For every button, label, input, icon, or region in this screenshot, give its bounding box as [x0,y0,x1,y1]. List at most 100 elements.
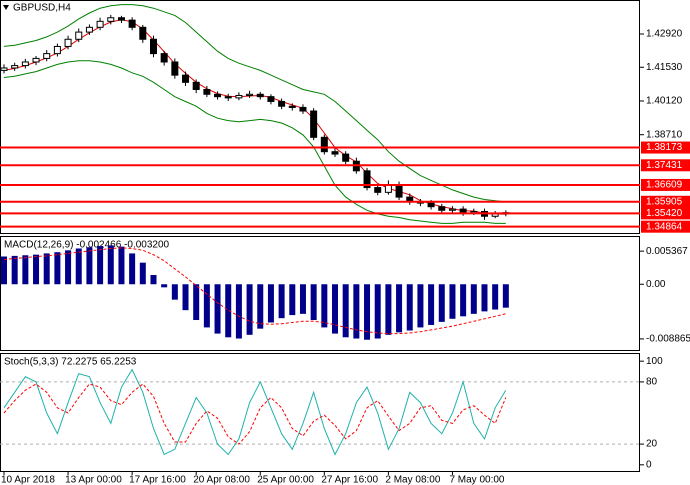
macd-bar [257,284,264,329]
candle-body [438,206,446,211]
level-label-bg [641,195,690,208]
level-label: 1.35905 [646,196,683,207]
candle-body [395,184,403,198]
macd-bar [171,284,178,300]
macd-bar [342,284,349,338]
macd-bar [150,275,157,285]
x-tick-label: 17 Apr 16:00 [129,475,186,485]
candle-body [256,93,264,98]
x-tick-label: 10 Apr 2018 [1,475,55,485]
indicator-line [3,247,506,335]
candle-body [224,96,232,99]
candle-body [459,208,467,214]
candle-body [21,61,29,67]
candle-body [139,26,147,40]
overlay-line [3,4,506,203]
macd-bar [470,284,477,314]
macd-bar [278,284,285,319]
candle-body [363,170,371,189]
x-tick-label: 27 Apr 16:00 [321,475,378,485]
macd-bar [235,284,242,339]
candle-body [96,20,104,28]
candle-body [160,53,168,63]
level-label: 1.37431 [646,160,683,171]
candle-body [64,38,72,47]
candle-body [310,110,318,138]
y-tick-label: 20 [646,439,658,450]
candle-body [288,105,296,108]
macd-bar [417,284,424,328]
macd-bar [75,248,82,285]
candle-body [331,151,339,155]
level-label-bg [641,220,690,233]
macd-bar [246,284,253,335]
candle-body [192,81,200,90]
macd-bar [161,284,168,288]
candle-body [43,53,51,59]
candle-body [299,106,307,112]
macd-bar [502,284,509,308]
macd-title: MACD(12,26,9) -0.002466 -0.003200 [4,240,170,251]
y-tick-label: 1.41530 [646,62,683,73]
level-label: 1.38173 [646,142,683,153]
macd-bar [310,284,317,321]
macd-bar [267,284,274,323]
candle-body [107,17,115,22]
candle-body [246,93,254,96]
level-label-bg [641,207,690,220]
candle-body [11,65,19,69]
macd-bar [332,284,339,334]
y-tick-label: 0 [646,459,652,470]
candle-body [203,88,211,95]
candle-body [235,94,243,99]
macd-bar [449,284,456,319]
candle-body [117,17,125,21]
candle-body [214,93,222,98]
candle-body [53,45,61,55]
candle-body [342,153,350,162]
macd-bar [11,255,18,285]
x-tick-label: 2 May 08:00 [385,475,440,485]
y-tick-label: 80 [646,377,658,388]
candle-body [427,202,435,208]
level-label-bg [641,178,690,191]
symbol-icon [3,5,9,10]
macd-bar [492,284,499,310]
y-tick-label: 1.40120 [646,96,683,107]
macd-bar [97,246,104,285]
y-tick-label: 100 [646,356,663,367]
candle-body [32,57,40,63]
macd-bar [364,284,371,340]
x-tick-label: 25 Apr 00:00 [257,475,314,485]
macd-bar [86,247,93,285]
macd-panel-frame [0,236,640,351]
candle-body [267,96,275,102]
price-panel-frame [0,0,640,234]
candle-body [75,31,83,40]
y-tick-label: 0.00 [646,279,666,290]
macd-bar [225,284,232,338]
candle-body [0,67,8,71]
y-tick-label: 0.005367 [646,246,688,257]
stoch-panel-frame [0,353,640,472]
candle-body [384,184,392,193]
candle-body [448,208,456,211]
macd-bar [203,284,210,328]
chart-title: GBPUSD,H4 [13,3,71,14]
macd-bar [1,256,7,285]
stoch-title: Stoch(5,3,3) 72.2275 65.2253 [4,357,137,368]
macd-bar [43,253,50,285]
candle-body [320,136,328,153]
candle-body [171,61,179,76]
indicator-line [3,368,507,456]
level-label-bg [641,141,690,154]
x-tick-label: 13 Apr 00:00 [65,475,122,485]
candle-body [278,100,286,107]
macd-bar [139,262,146,285]
macd-bar [214,284,221,334]
level-label: 1.34864 [646,221,683,232]
macd-bar [481,284,488,312]
overlay-line [3,60,506,224]
y-tick-label: 1.38710 [646,129,683,140]
